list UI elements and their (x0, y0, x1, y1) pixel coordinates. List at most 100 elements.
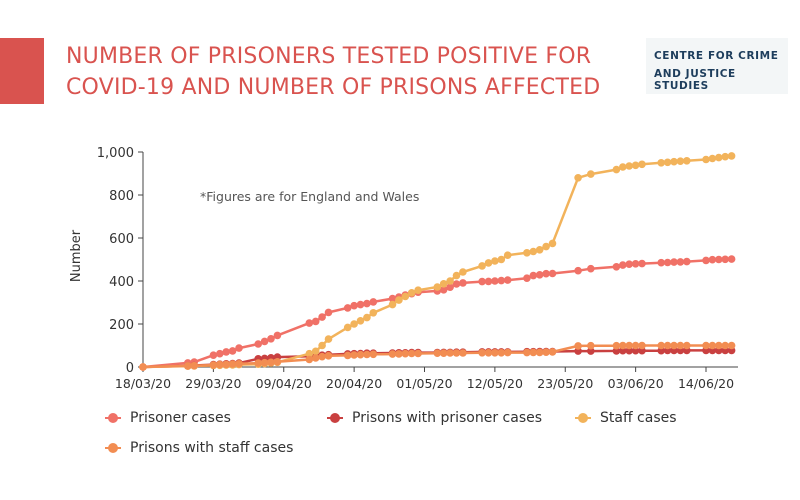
data-point (222, 348, 230, 356)
data-point (459, 268, 467, 276)
organization-logo: CENTRE FOR CRIME AND JUSTICE STUDIES (646, 38, 788, 94)
legend-label: Prisons with prisoner cases (352, 410, 543, 426)
data-point (311, 354, 320, 362)
data-point (414, 286, 422, 295)
legend-marker-icon (327, 413, 343, 423)
accent-bar (0, 38, 44, 104)
data-point (548, 269, 557, 278)
data-point (369, 309, 378, 317)
data-point (318, 313, 326, 321)
data-point (305, 319, 314, 327)
data-point (587, 170, 595, 178)
series-staff-cases (139, 152, 736, 371)
data-point (497, 255, 506, 264)
data-point (715, 153, 723, 162)
data-point (523, 274, 531, 283)
data-point (587, 264, 595, 273)
x-tick-label: 01/05/20 (396, 376, 452, 391)
legend-label: Staff cases (600, 410, 677, 426)
data-point (683, 257, 691, 266)
chart-annotation: *Figures are for England and Wales (200, 189, 419, 204)
y-tick-label: 1,000 (97, 146, 134, 161)
chart-axes: 0 200 400 600 800 1,000 18/03/20 29/03/20 09/04/… (97, 146, 738, 391)
x-tick-label: 12/05/20 (467, 376, 523, 391)
chart-series (139, 152, 736, 371)
data-point (529, 247, 538, 256)
data-point (407, 349, 416, 358)
data-point (503, 348, 512, 357)
data-point (209, 351, 218, 360)
legend-marker-icon (105, 413, 121, 423)
y-tick-label: 800 (109, 189, 134, 204)
data-point (273, 358, 282, 366)
data-point (395, 296, 403, 304)
data-point (235, 360, 243, 368)
data-point (363, 350, 371, 359)
data-point (721, 341, 729, 350)
data-point (350, 320, 358, 328)
data-point (446, 277, 454, 285)
data-point (587, 341, 595, 350)
data-point (638, 259, 646, 268)
data-point (267, 358, 275, 367)
data-point (433, 349, 442, 358)
data-point (311, 347, 320, 356)
data-point (708, 255, 717, 264)
data-point (235, 344, 243, 352)
data-point (254, 359, 262, 367)
legend-label: Prisons with staff cases (130, 440, 294, 456)
data-point (708, 154, 717, 163)
data-point (619, 261, 627, 269)
data-point (727, 152, 736, 160)
series-prisoner-cases (139, 255, 736, 371)
data-point (363, 313, 371, 322)
data-point (612, 341, 621, 350)
data-point (139, 363, 147, 371)
x-tick-label: 20/04/20 (326, 376, 382, 391)
data-point (491, 257, 499, 265)
y-tick-label: 400 (109, 275, 134, 290)
data-point (663, 158, 672, 167)
data-point (216, 360, 224, 369)
data-point (484, 349, 493, 357)
data-point (350, 301, 358, 310)
data-point (612, 347, 621, 355)
legend-marker-icon (575, 413, 591, 423)
data-point (683, 157, 691, 165)
data-point (657, 341, 665, 350)
data-point (273, 331, 282, 340)
data-point (548, 348, 557, 356)
data-point (452, 349, 461, 357)
data-point (503, 276, 512, 284)
data-point (676, 341, 685, 350)
legend-label: Prisoner cases (130, 410, 231, 426)
data-point (305, 349, 314, 358)
data-point (625, 162, 633, 170)
data-point (356, 317, 365, 325)
data-point (638, 341, 646, 350)
data-point (484, 259, 493, 267)
data-point (228, 360, 237, 368)
data-point (574, 266, 582, 275)
data-point (439, 349, 448, 358)
data-point (216, 349, 224, 358)
data-point (260, 358, 269, 367)
data-point (318, 352, 326, 361)
data-point (721, 255, 729, 264)
y-tick-label: 200 (109, 318, 134, 333)
data-point (657, 346, 665, 355)
data-point (343, 323, 352, 332)
data-point (727, 255, 736, 263)
chart-legend: Prisoner cases Prisons with prisoner case… (105, 407, 745, 467)
data-point (222, 360, 230, 369)
data-point (625, 341, 633, 350)
chart-title-line1: NUMBER OF PRISONERS TESTED POSITIVE FOR (66, 44, 592, 69)
x-tick-label: 29/03/20 (185, 376, 241, 391)
data-point (657, 159, 665, 167)
data-point (631, 341, 640, 350)
data-point (542, 269, 550, 278)
data-point (721, 152, 729, 161)
data-point (401, 349, 410, 358)
data-point (503, 251, 512, 259)
data-point (708, 341, 717, 350)
